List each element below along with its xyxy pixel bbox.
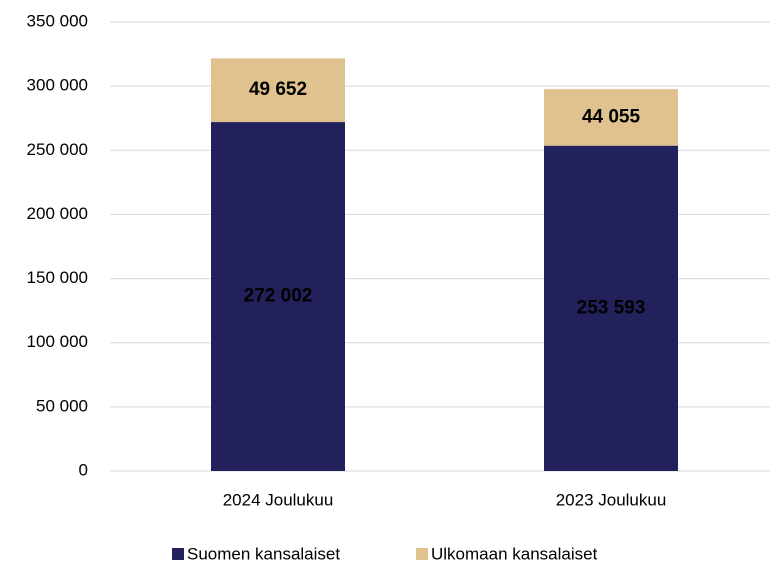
y-tick-label: 150 000 <box>27 268 88 287</box>
y-tick-label: 300 000 <box>27 76 88 95</box>
legend-swatch <box>416 548 428 560</box>
data-label: 44 055 <box>582 106 641 127</box>
data-label: 49 652 <box>249 79 307 100</box>
legend-label: Suomen kansalaiset <box>187 544 340 563</box>
data-label: 272 002 <box>244 286 313 307</box>
bar-segment <box>211 58 345 123</box>
y-tick-label: 0 <box>79 460 88 479</box>
bar-segment <box>544 89 678 146</box>
data-label: 253 593 <box>577 297 646 318</box>
x-tick-label: 2023 Joulukuu <box>556 490 667 509</box>
x-tick-label: 2024 Joulukuu <box>223 490 334 509</box>
legend-swatch <box>172 548 184 560</box>
y-tick-label: 350 000 <box>27 11 88 30</box>
y-tick-label: 50 000 <box>36 396 88 415</box>
y-tick-label: 250 000 <box>27 140 88 159</box>
bar-segment <box>211 122 345 471</box>
y-tick-label: 100 000 <box>27 332 88 351</box>
bar-segment <box>544 145 678 472</box>
legend-label: Ulkomaan kansalaiset <box>431 544 598 563</box>
y-tick-label: 200 000 <box>27 204 88 223</box>
